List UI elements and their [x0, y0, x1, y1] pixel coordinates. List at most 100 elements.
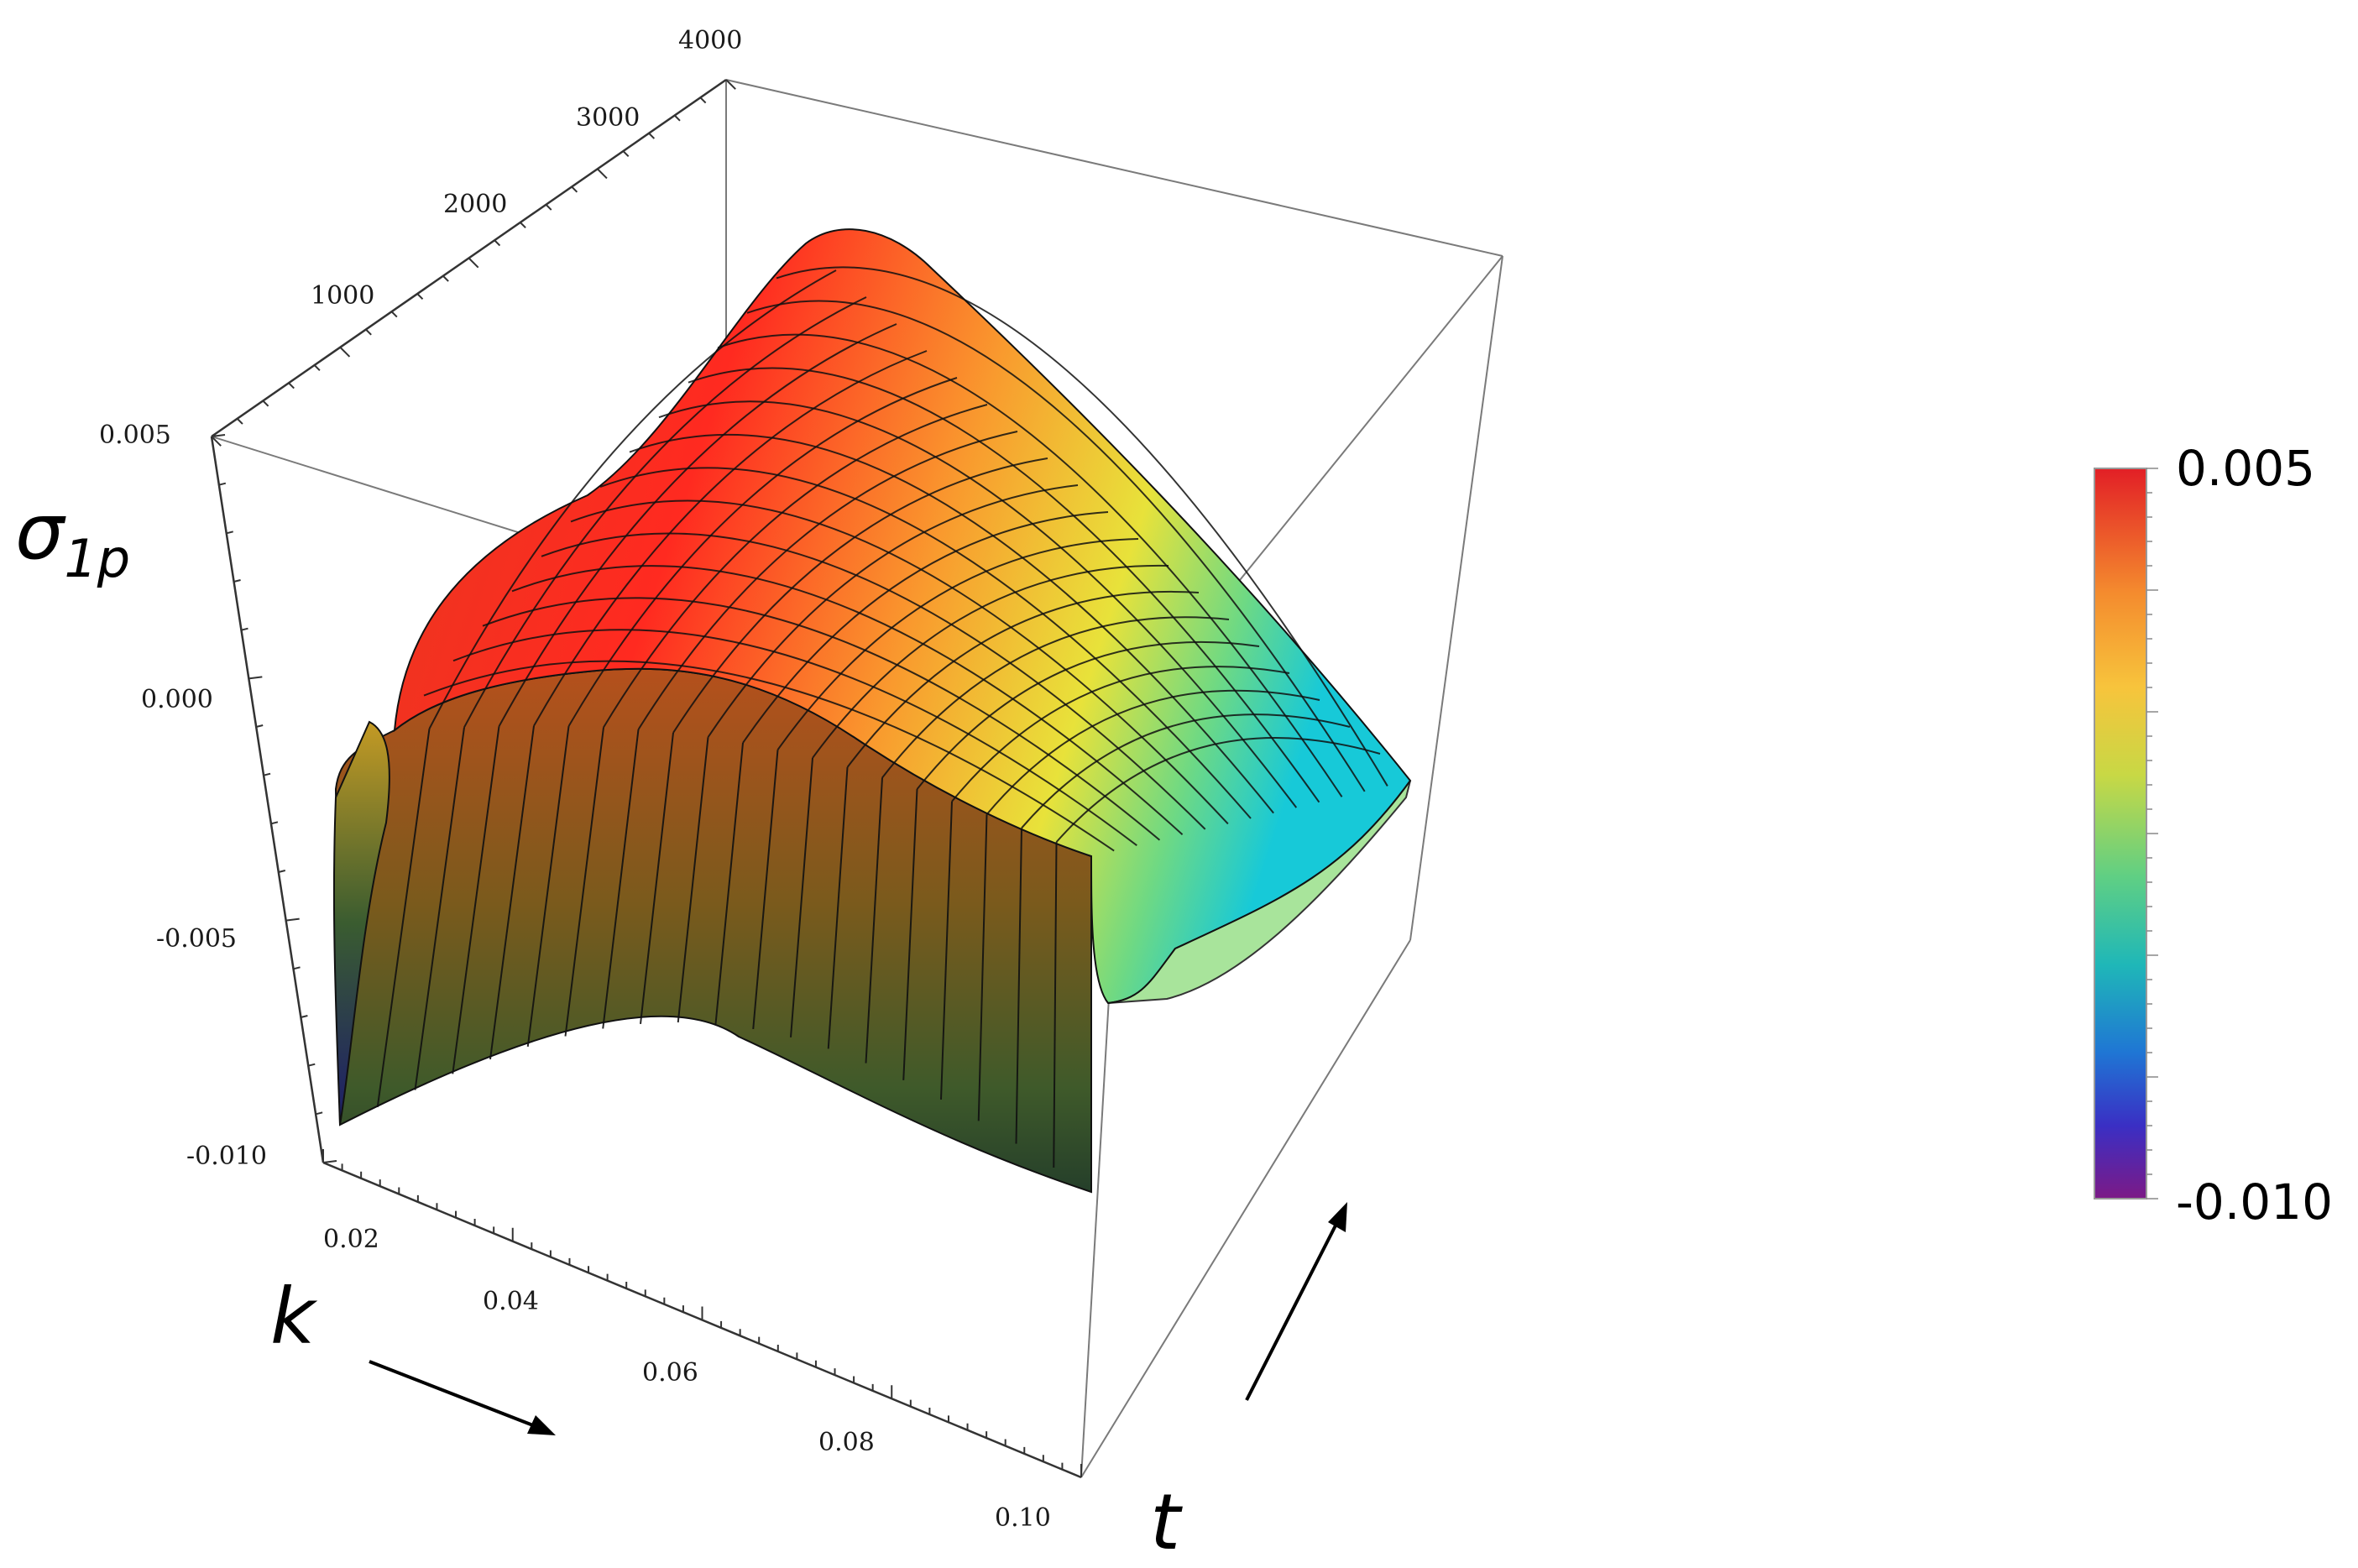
- colorbar-max-label: 0.005: [2176, 440, 2315, 497]
- colorbar-gradient: [2094, 468, 2147, 1200]
- t-tick-mark: [339, 347, 351, 358]
- mesh-line: [423, 660, 1115, 852]
- surface-left-face: [332, 720, 390, 1126]
- z-tick-mark: [241, 627, 248, 631]
- mesh-line: [986, 689, 1320, 815]
- t-tick-labels: 1000 2000 3000 4000: [311, 26, 742, 311]
- z-tick-mark: [218, 482, 227, 486]
- mesh-line: [637, 431, 1018, 730]
- k-tick-label: 0.04: [483, 1287, 539, 1316]
- mesh-line: [428, 269, 837, 729]
- t-direction-arrow: [1245, 1202, 1347, 1401]
- z-tick-mark: [285, 917, 300, 922]
- t-tick-mark: [494, 239, 501, 247]
- z-tick-mark: [315, 1111, 323, 1116]
- z-tick-mark: [270, 821, 279, 825]
- z-tick-label: 0.005: [99, 421, 171, 450]
- z-tick-labels: 0.005 0.000 -0.005 -0.010: [99, 421, 267, 1171]
- mesh-line: [940, 801, 953, 1100]
- mesh-line: [1021, 713, 1351, 829]
- surface-right-face: [1107, 780, 1411, 1004]
- mesh-line: [1055, 737, 1381, 843]
- k-tick-label: 0.10: [995, 1503, 1051, 1533]
- t-tick-mark: [648, 133, 656, 139]
- mesh-line: [567, 377, 958, 727]
- mesh-line: [482, 597, 1161, 841]
- t-tick-mark: [262, 400, 269, 407]
- surface-mesh: [376, 266, 1388, 1168]
- k-tick-label: 0.08: [818, 1428, 875, 1457]
- t-tick-label: 2000: [443, 190, 507, 219]
- mesh-line: [452, 726, 500, 1074]
- t-tick-label: 3000: [576, 103, 640, 133]
- t-tick-mark: [571, 186, 578, 193]
- mesh-line: [603, 404, 988, 728]
- t-tick-label: 4000: [678, 26, 742, 55]
- k-axis-title: k: [270, 1272, 318, 1362]
- mesh-line: [376, 728, 431, 1108]
- t-tick-mark: [313, 364, 321, 372]
- t-tick-marks: [211, 79, 736, 447]
- mesh-line: [672, 457, 1048, 734]
- surface: [332, 228, 1412, 1194]
- mesh-line: [658, 400, 1298, 808]
- mesh-line: [752, 750, 779, 1030]
- z-tick-mark: [255, 724, 264, 728]
- t-tick-mark: [236, 418, 243, 425]
- t-tick-mark: [520, 222, 526, 229]
- mesh-line: [746, 300, 1366, 792]
- mesh-line: [564, 727, 604, 1037]
- mesh-line: [602, 729, 640, 1029]
- k-direction-arrow: [369, 1360, 556, 1435]
- mesh-line: [865, 777, 883, 1064]
- mesh-line: [599, 467, 1252, 819]
- t-tick-mark: [468, 257, 479, 269]
- axis-lines: [210, 78, 1082, 1479]
- z-axis-title: σ1p: [15, 487, 130, 589]
- mesh-line: [498, 323, 897, 727]
- z-tick-mark: [263, 772, 271, 776]
- z-tick-label: 0.000: [141, 685, 213, 714]
- mesh-line: [541, 532, 1206, 830]
- t-tick-mark: [390, 311, 398, 318]
- mesh-line: [511, 565, 1184, 836]
- colorbar: 0.005 -0.010: [2094, 440, 2333, 1231]
- t-tick-mark: [597, 168, 608, 180]
- mesh-line: [846, 591, 1200, 768]
- mesh-line: [677, 737, 709, 1023]
- t-axis-title: t: [1150, 1477, 1183, 1567]
- z-tick-mark: [211, 434, 226, 437]
- t-tick-mark: [442, 275, 449, 282]
- t-tick-mark: [545, 204, 552, 211]
- k-tick-marks: [322, 1149, 1082, 1477]
- t-tick-mark: [622, 150, 630, 158]
- k-tick-labels: 0.02 0.04 0.06 0.08 0.10: [323, 1225, 1051, 1533]
- mesh-line: [790, 757, 813, 1037]
- colorbar-ticks: [2146, 468, 2158, 1200]
- z-tick-mark: [233, 579, 241, 583]
- mesh-line: [1015, 828, 1022, 1144]
- mesh-line: [489, 725, 535, 1060]
- mesh-line: [776, 538, 1139, 750]
- mesh-line: [776, 266, 1388, 787]
- mesh-line: [916, 640, 1260, 790]
- mesh-line: [714, 742, 744, 1025]
- z-tick-mark: [293, 966, 301, 970]
- mesh-line: [533, 350, 928, 727]
- mesh-line: [526, 725, 570, 1047]
- mesh-line: [629, 433, 1274, 814]
- mesh-line: [1053, 842, 1058, 1168]
- mesh-line: [951, 666, 1290, 802]
- mesh-line: [640, 732, 674, 1024]
- z-tick-mark: [226, 531, 233, 535]
- mesh-line: [688, 367, 1320, 803]
- z-tick-mark: [308, 1063, 316, 1067]
- mesh-line: [570, 499, 1229, 825]
- mesh-line: [717, 333, 1343, 797]
- t-tick-mark: [725, 79, 736, 90]
- t-tick-mark: [211, 436, 222, 447]
- colorbar-min-label: -0.010: [2176, 1173, 2333, 1231]
- mesh-line: [902, 789, 918, 1080]
- t-tick-mark: [288, 382, 295, 389]
- k-tick-label: 0.02: [323, 1225, 379, 1254]
